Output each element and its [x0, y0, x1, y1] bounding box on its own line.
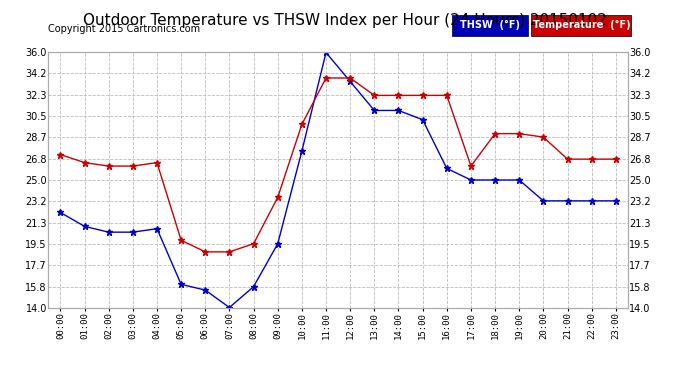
Text: THSW  (°F): THSW (°F)	[460, 20, 520, 30]
Text: Outdoor Temperature vs THSW Index per Hour (24 Hours) 20150102: Outdoor Temperature vs THSW Index per Ho…	[83, 13, 607, 28]
Text: Copyright 2015 Cartronics.com: Copyright 2015 Cartronics.com	[48, 24, 200, 34]
Text: Temperature  (°F): Temperature (°F)	[533, 20, 630, 30]
